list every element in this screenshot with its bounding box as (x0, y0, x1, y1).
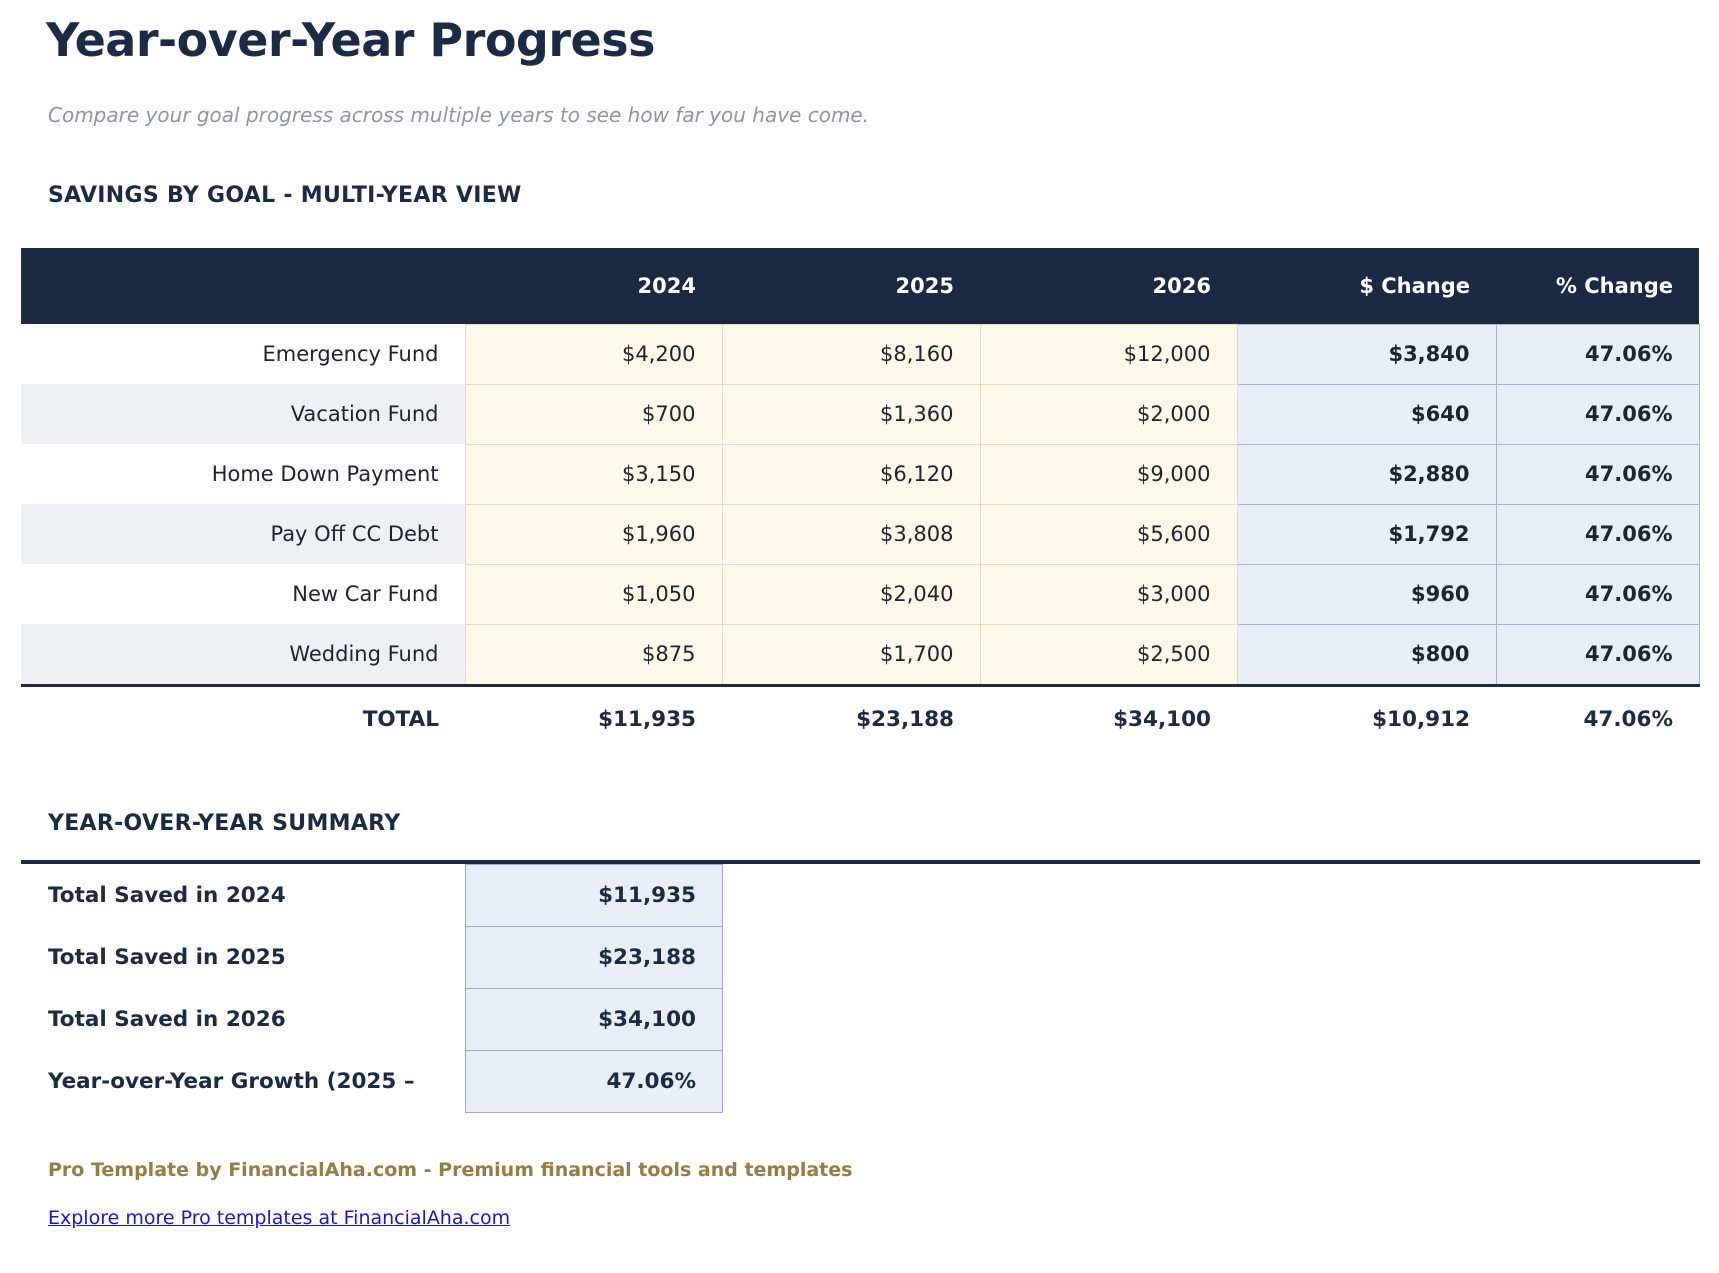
year-2026-cell: $9,000 (979, 443, 1238, 505)
year-2026-cell: $2,000 (979, 383, 1238, 445)
table-row: Pay Off CC Debt $1,960 $3,808 $5,600 $1,… (21, 503, 1700, 565)
summary-row: Year-over-Year Growth (2025 – 47.06% (21, 1049, 1700, 1113)
dollar-change-cell: $1,792 (1236, 503, 1497, 565)
percent-change-cell: 47.06% (1495, 503, 1700, 565)
summary-value-cell: $34,100 (465, 987, 723, 1051)
goal-name-cell: Home Down Payment (21, 444, 465, 505)
savings-table: 2024 2025 2026 $ Change % Change Emergen… (21, 247, 1700, 753)
dollar-change-cell: $2,880 (1236, 443, 1497, 505)
page-title: Year-over-Year Progress (46, 13, 656, 67)
summary-label: Total Saved in 2026 (48, 1006, 286, 1032)
summary-value-cell: 47.06% (465, 1049, 723, 1113)
table-header-row: 2024 2025 2026 $ Change % Change (21, 247, 1699, 325)
summary-value-cell: $11,935 (465, 863, 723, 927)
total-2025-cell: $23,188 (722, 683, 980, 753)
dollar-change-cell: $640 (1236, 383, 1497, 445)
dollar-change-cell: $800 (1236, 623, 1497, 686)
column-header-goal (21, 247, 465, 325)
year-2026-cell: $3,000 (979, 563, 1238, 625)
footer-credit: Pro Template by FinancialAha.com - Premi… (48, 1158, 853, 1181)
page: Year-over-Year Progress Compare your goa… (0, 14, 1719, 1229)
column-header-2026: 2026 (980, 247, 1237, 325)
year-2025-cell: $2,040 (721, 563, 981, 625)
savings-section-title: SAVINGS BY GOAL - MULTI-YEAR VIEW (48, 182, 522, 208)
summary-section-title: YEAR-OVER-YEAR SUMMARY (48, 810, 401, 836)
summary-value-cell: $23,188 (465, 925, 723, 989)
summary-label: Year-over-Year Growth (2025 – (48, 1068, 415, 1094)
year-2025-cell: $1,700 (721, 623, 981, 686)
column-header-percent-change: % Change (1496, 247, 1699, 325)
summary-row: Total Saved in 2025 $23,188 (21, 925, 1700, 989)
year-2025-cell: $6,120 (721, 443, 981, 505)
percent-change-cell: 47.06% (1495, 563, 1700, 625)
year-2024-cell: $1,050 (464, 563, 723, 625)
year-2026-cell: $2,500 (979, 623, 1238, 686)
page-subtitle: Compare your goal progress across multip… (48, 102, 870, 127)
column-header-2025: 2025 (722, 247, 980, 325)
total-label-cell: TOTAL (21, 683, 465, 753)
total-percent-change-cell: 47.06% (1496, 683, 1699, 753)
table-row: Vacation Fund $700 $1,360 $2,000 $640 47… (21, 383, 1700, 445)
dollar-change-cell: $3,840 (1236, 323, 1497, 385)
total-dollar-change-cell: $10,912 (1237, 683, 1496, 753)
year-2024-cell: $3,150 (464, 443, 723, 505)
goal-name-cell: Emergency Fund (21, 324, 465, 385)
goal-name-cell: New Car Fund (21, 564, 465, 625)
percent-change-cell: 47.06% (1495, 383, 1700, 445)
table-row: Wedding Fund $875 $1,700 $2,500 $800 47.… (21, 623, 1700, 686)
total-row: TOTAL $11,935 $23,188 $34,100 $10,912 47… (21, 683, 1699, 753)
percent-change-cell: 47.06% (1495, 443, 1700, 505)
summary-label: Total Saved in 2024 (48, 882, 286, 908)
percent-change-cell: 47.06% (1495, 323, 1700, 385)
summary-label: Total Saved in 2025 (48, 944, 286, 970)
column-header-dollar-change: $ Change (1237, 247, 1496, 325)
year-2025-cell: $1,360 (721, 383, 981, 445)
year-2025-cell: $3,808 (721, 503, 981, 565)
footer-link[interactable]: Explore more Pro templates at FinancialA… (48, 1206, 511, 1229)
goal-name-cell: Vacation Fund (21, 384, 465, 445)
summary-row: Total Saved in 2026 $34,100 (21, 987, 1700, 1051)
percent-change-cell: 47.06% (1495, 623, 1700, 686)
goal-name-cell: Wedding Fund (21, 624, 465, 686)
goal-name-cell: Pay Off CC Debt (21, 504, 465, 565)
total-2026-cell: $34,100 (980, 683, 1237, 753)
total-2024-cell: $11,935 (465, 683, 722, 753)
year-2026-cell: $12,000 (979, 323, 1238, 385)
summary-table: Total Saved in 2024 $11,935 Total Saved … (21, 859, 1700, 1113)
dollar-change-cell: $960 (1236, 563, 1497, 625)
year-2024-cell: $700 (464, 383, 723, 445)
summary-row: Total Saved in 2024 $11,935 (21, 863, 1700, 927)
table-row: Home Down Payment $3,150 $6,120 $9,000 $… (21, 443, 1700, 505)
year-2025-cell: $8,160 (721, 323, 981, 385)
table-row: Emergency Fund $4,200 $8,160 $12,000 $3,… (21, 323, 1700, 385)
year-2024-cell: $1,960 (464, 503, 723, 565)
year-2026-cell: $5,600 (979, 503, 1238, 565)
year-2024-cell: $4,200 (464, 323, 723, 385)
year-2024-cell: $875 (464, 623, 723, 686)
table-row: New Car Fund $1,050 $2,040 $3,000 $960 4… (21, 563, 1700, 625)
column-header-2024: 2024 (465, 247, 722, 325)
